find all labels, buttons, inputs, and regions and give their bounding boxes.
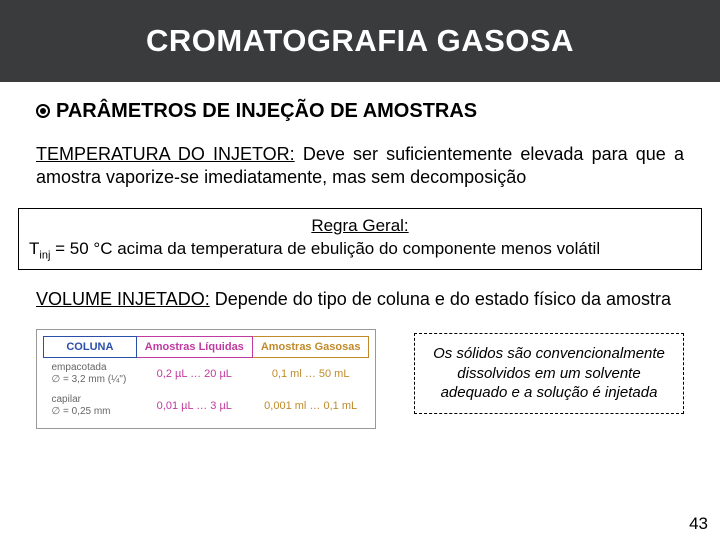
temperature-lead: TEMPERATURA DO INJETOR:	[36, 144, 295, 164]
bottom-row: COLUNA Amostras Líquidas Amostras Gasosa…	[36, 329, 684, 429]
th-gasosas: Amostras Gasosas	[252, 337, 369, 358]
bullet-icon	[36, 104, 50, 118]
th-coluna: COLUNA	[44, 337, 137, 358]
title-bar: CROMATOGRAFIA GASOSA	[0, 0, 720, 82]
table-row: capilar∅ = 0,25 mm 0,01 µL … 3 µL 0,001 …	[44, 390, 369, 422]
section-heading-text: PARÂMETROS DE INJEÇÃO DE AMOSTRAS	[56, 100, 477, 122]
solids-note-text: Os sólidos são convencionalmente dissolv…	[433, 345, 665, 401]
volume-body: Depende do tipo de coluna e do estado fí…	[210, 289, 671, 309]
rule-formula: Tinj = 50 °C acima da temperatura de ebu…	[29, 238, 691, 263]
volume-table-container: COLUNA Amostras Líquidas Amostras Gasosa…	[36, 329, 376, 429]
formula-rest: = 50 °C acima da temperatura de ebulição…	[50, 239, 600, 258]
cell-gas: 0,1 ml … 50 mL	[252, 358, 369, 391]
general-rule-box: Regra Geral: Tinj = 50 °C acima da tempe…	[18, 208, 702, 270]
volume-lead: VOLUME INJETADO:	[36, 289, 210, 309]
section-heading: PARÂMETROS DE INJEÇÃO DE AMOSTRAS	[36, 100, 684, 123]
formula-subscript: inj	[39, 249, 50, 261]
page-number: 43	[689, 514, 708, 534]
volume-table: COLUNA Amostras Líquidas Amostras Gasosa…	[43, 336, 369, 422]
slide-title: CROMATOGRAFIA GASOSA	[146, 23, 574, 59]
volume-paragraph: VOLUME INJETADO: Depende do tipo de colu…	[36, 288, 684, 311]
table-row: empacotada∅ = 3,2 mm (¼") 0,2 µL … 20 µL…	[44, 358, 369, 391]
solids-note-box: Os sólidos são convencionalmente dissolv…	[414, 333, 684, 414]
temperature-paragraph: TEMPERATURA DO INJETOR: Deve ser suficie…	[36, 143, 684, 190]
row-label-capilar: capilar∅ = 0,25 mm	[44, 390, 137, 422]
formula-prefix: T	[29, 239, 39, 258]
content-area: PARÂMETROS DE INJEÇÃO DE AMOSTRAS TEMPER…	[0, 82, 720, 429]
cell-liq: 0,2 µL … 20 µL	[136, 358, 252, 391]
row-label-empacotada: empacotada∅ = 3,2 mm (¼")	[44, 358, 137, 391]
table-header-row: COLUNA Amostras Líquidas Amostras Gasosa…	[44, 337, 369, 358]
rule-title: Regra Geral:	[29, 215, 691, 238]
cell-liq: 0,01 µL … 3 µL	[136, 390, 252, 422]
cell-gas: 0,001 ml … 0,1 mL	[252, 390, 369, 422]
th-liquidas: Amostras Líquidas	[136, 337, 252, 358]
